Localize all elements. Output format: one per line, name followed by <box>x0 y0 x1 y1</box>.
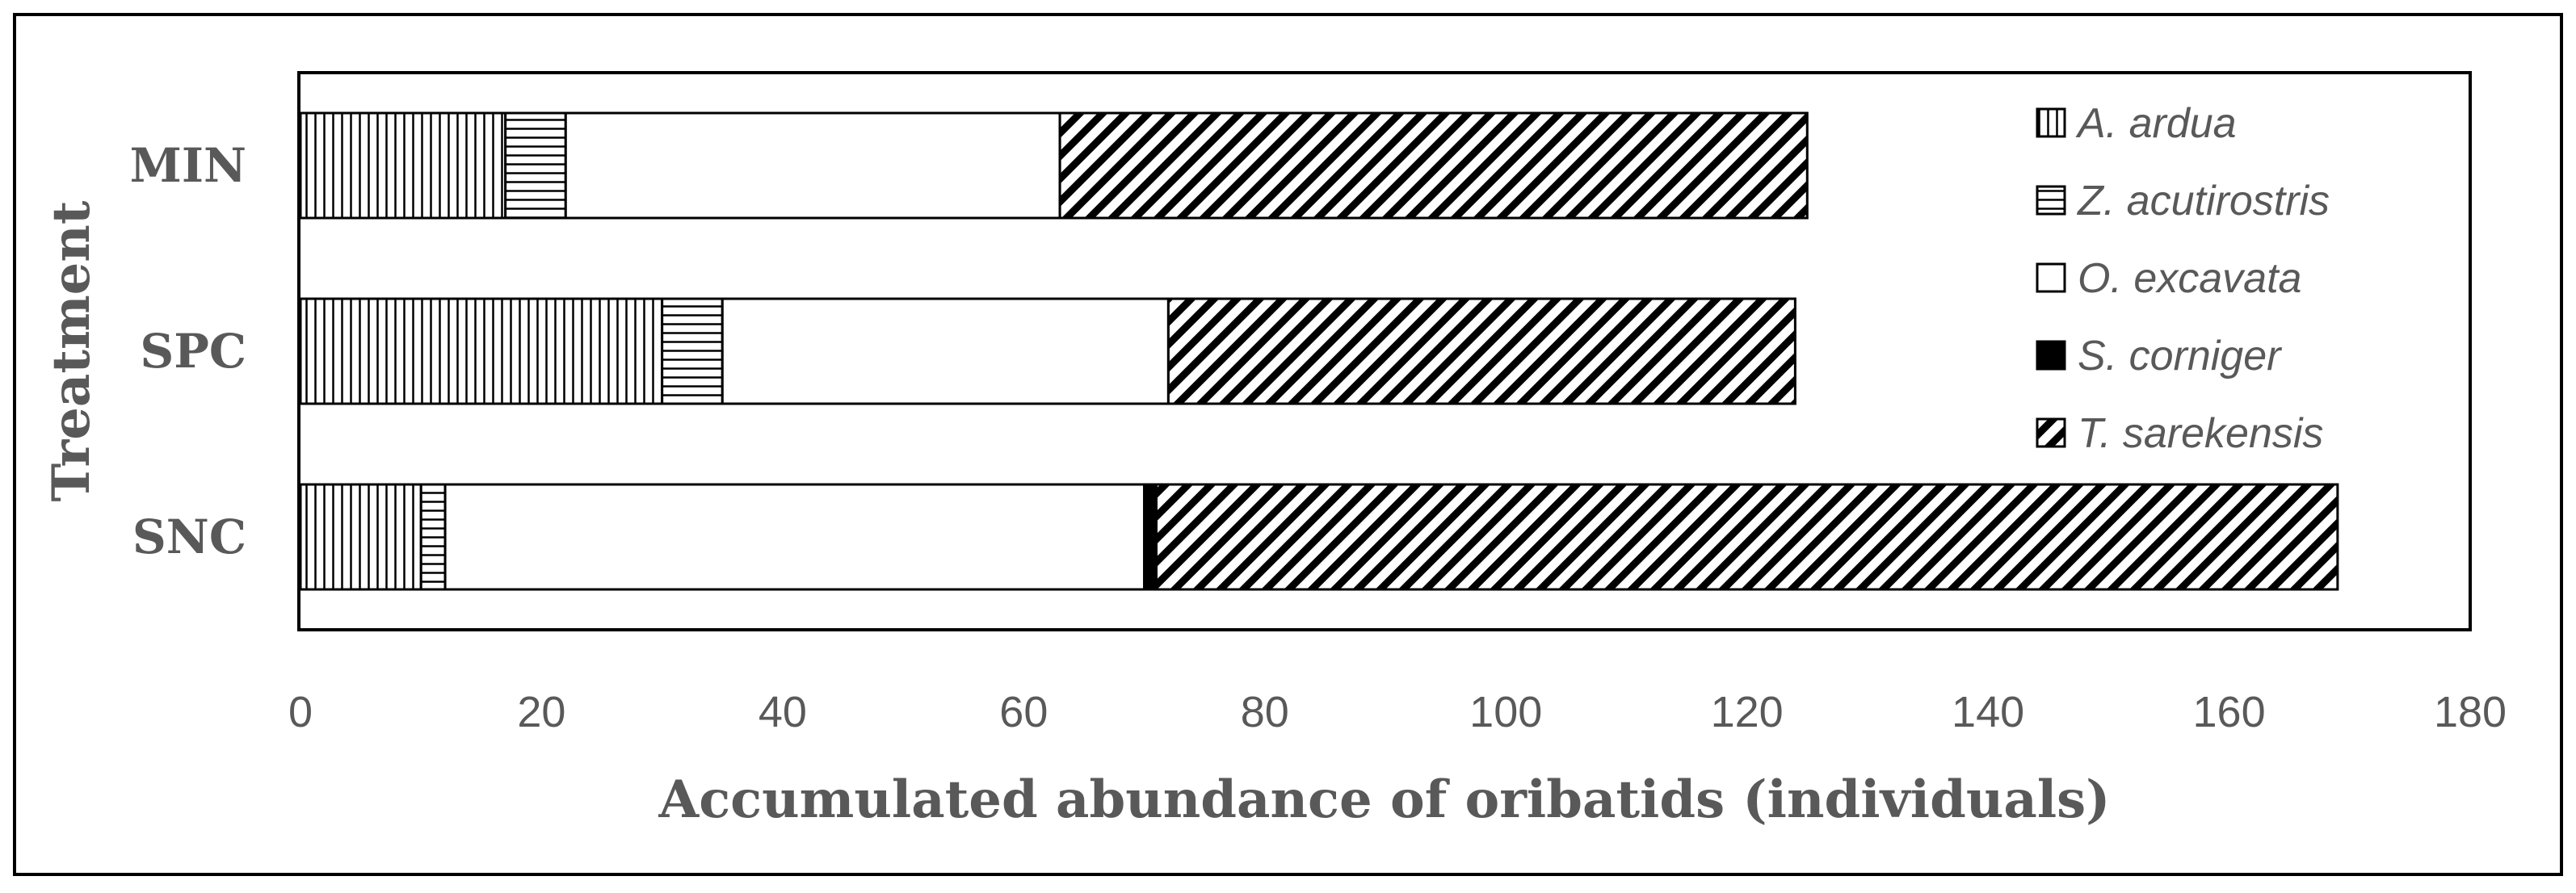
legend-swatch <box>2036 340 2066 371</box>
bar-segment-min-1 <box>299 111 507 220</box>
legend-label: O. excavata <box>2078 255 2301 302</box>
bars-layer <box>299 111 2339 591</box>
legend-label: Z. acutirostris <box>2076 178 2330 224</box>
x-tick-labels: 0 20 40 60 80 100 120 140 160 180 <box>288 688 2507 736</box>
category-label: MIN <box>130 138 246 193</box>
category-labels: MIN SPC SNC <box>130 138 246 564</box>
bar-segment-spc-1 <box>299 297 664 405</box>
bar-segment-snc-5 <box>1154 483 2339 591</box>
legend-label: A. ardua <box>2075 100 2237 147</box>
legend-swatch <box>2036 417 2066 448</box>
category-label: SNC <box>132 509 246 564</box>
x-tick-label: 100 <box>1469 688 1542 736</box>
x-tick-label: 160 <box>2193 688 2266 736</box>
x-tick-label: 80 <box>1241 688 1289 736</box>
bar-segment-snc-4 <box>1143 483 1158 591</box>
bar-segment-snc-3 <box>443 483 1146 591</box>
x-tick-label: 60 <box>999 688 1048 736</box>
legend-label: T. sarekensis <box>2078 410 2323 457</box>
bar-segment-min-2 <box>504 111 567 220</box>
bar-segment-spc-2 <box>661 297 724 405</box>
bar-segment-spc-5 <box>1166 297 1796 405</box>
bar-segment-min-5 <box>1058 111 1809 220</box>
x-tick-label: 180 <box>2434 688 2507 736</box>
x-tick-label: 120 <box>1711 688 1784 736</box>
legend-swatch <box>2036 262 2066 293</box>
y-axis-title: Treatment <box>41 200 102 501</box>
legend-label: S. corniger <box>2078 333 2283 379</box>
bar-segment-min-3 <box>564 111 1061 220</box>
legend-swatch <box>2036 107 2066 138</box>
legend: A. ardua Z. acutirostris O. excavata S. cor… <box>2036 100 2330 457</box>
category-label: SPC <box>140 324 246 379</box>
bar-segment-snc-2 <box>419 483 447 591</box>
legend-swatch <box>2036 185 2066 216</box>
x-axis-title: Accumulated abundance of oribatids (indi… <box>658 769 2111 830</box>
bar-segment-spc-3 <box>721 297 1170 405</box>
x-tick-label: 0 <box>288 688 313 736</box>
outer-frame <box>13 13 2563 876</box>
x-tick-label: 140 <box>1952 688 2024 736</box>
x-tick-label: 20 <box>517 688 565 736</box>
x-tick-label: 40 <box>759 688 807 736</box>
bar-segment-snc-1 <box>299 483 422 591</box>
